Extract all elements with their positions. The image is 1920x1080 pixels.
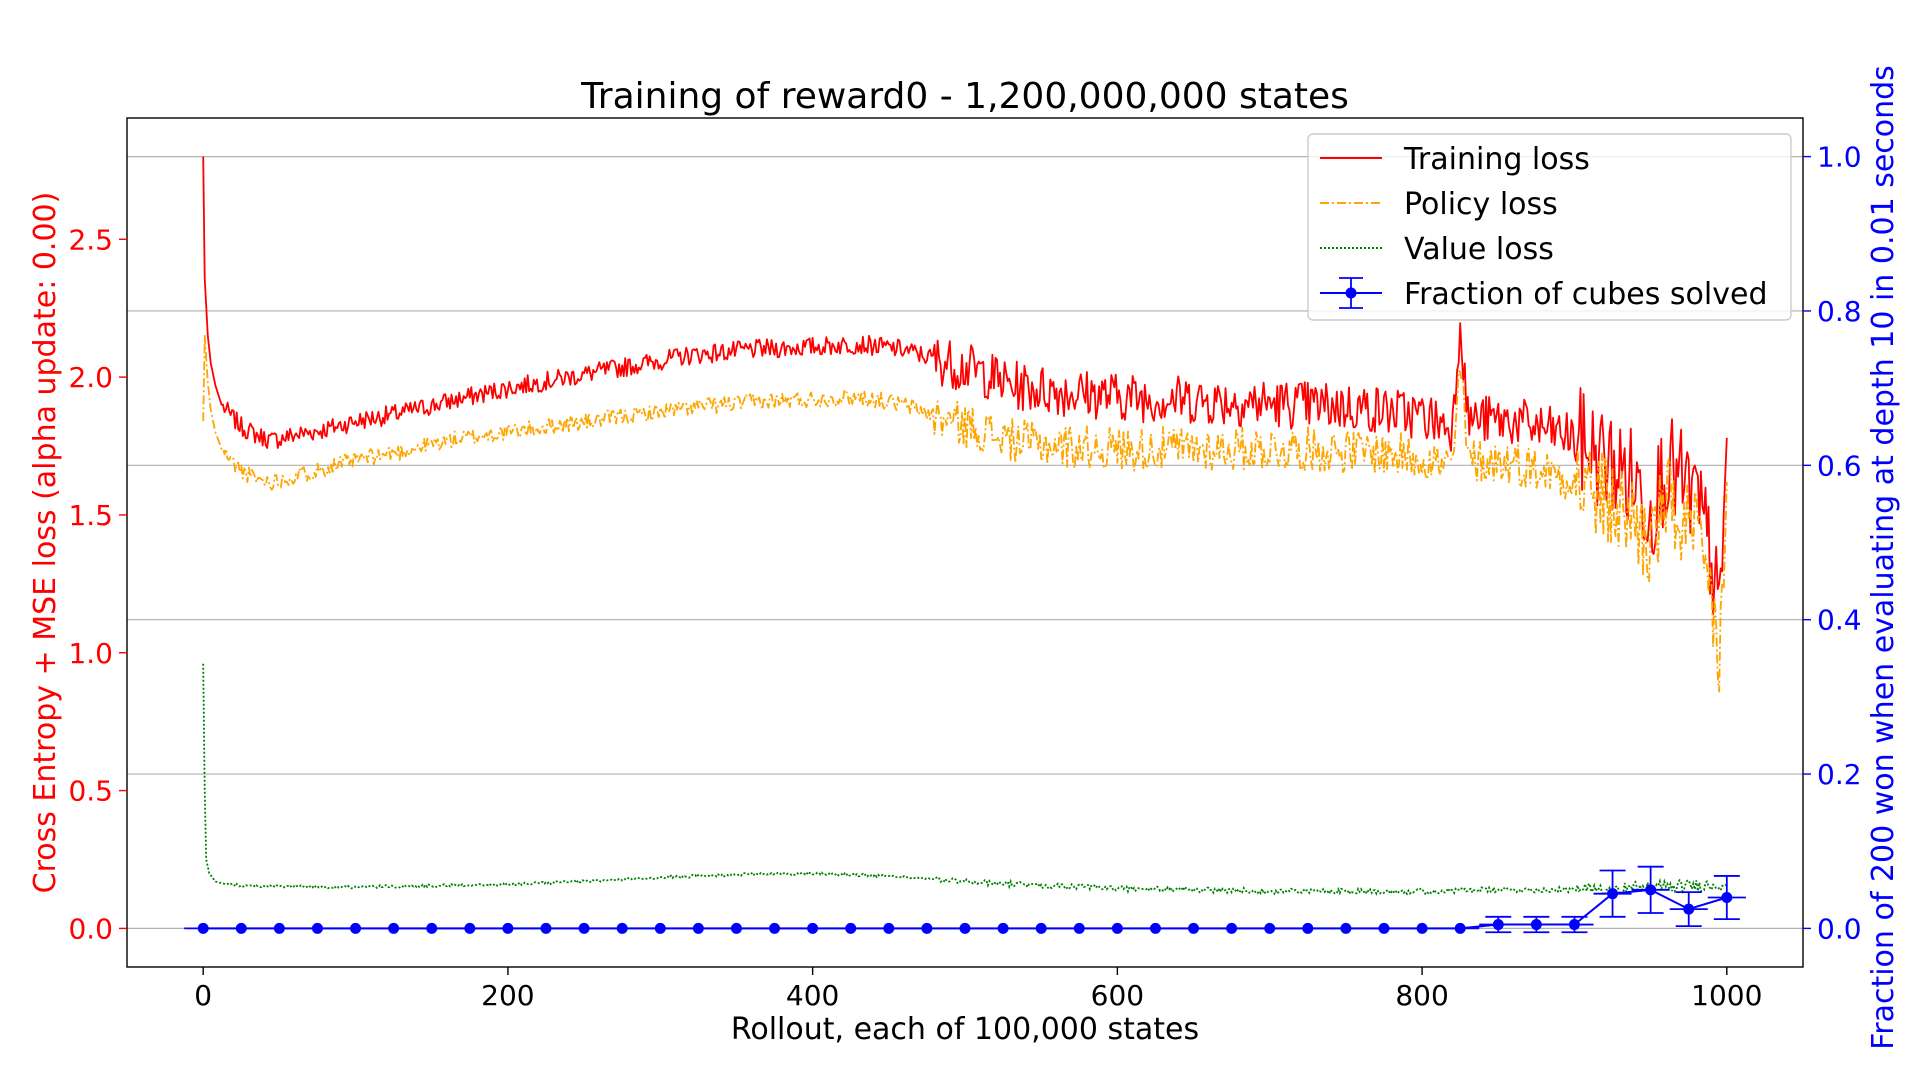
y-tick-label-right: 0.4 <box>1817 604 1862 637</box>
x-tick-label: 800 <box>1395 979 1448 1012</box>
fraction-solved-point <box>426 922 438 934</box>
fraction-solved-point <box>1149 922 1161 934</box>
fraction-solved-point <box>769 922 781 934</box>
y-axis-label-right: Fraction of 200 won when evaluating at d… <box>1866 65 1901 1050</box>
fraction-solved-point <box>921 922 933 934</box>
plot-area-data <box>184 156 1746 934</box>
fraction-solved-point <box>311 922 323 934</box>
fraction-solved-point <box>1683 903 1695 915</box>
fraction-solved-point <box>578 922 590 934</box>
fraction-solved-point <box>807 922 819 934</box>
fraction-solved-point <box>730 922 742 934</box>
y-tick-label-left: 0.0 <box>68 912 113 945</box>
fraction-solved-point <box>235 922 247 934</box>
fraction-solved-point <box>1226 922 1238 934</box>
legend-box <box>1307 133 1792 321</box>
value-loss-line <box>202 663 1728 896</box>
fraction-solved-point <box>1454 922 1466 934</box>
fraction-solved-point <box>1188 922 1200 934</box>
fraction-solved-point <box>997 922 1009 934</box>
fraction-solved-point <box>464 922 476 934</box>
legend-label: Fraction of cubes solved <box>1404 277 1768 312</box>
fraction-solved-point <box>883 922 895 934</box>
y-tick-label-right: 1.0 <box>1817 141 1862 174</box>
x-tick-label: 1000 <box>1691 979 1762 1012</box>
fraction-solved-point <box>1264 922 1276 934</box>
y-tick-label-left: 1.0 <box>68 637 113 670</box>
y-axis-label-left: Cross Entropy + MSE loss (alpha update: … <box>28 192 63 894</box>
fraction-solved-point <box>1568 919 1580 931</box>
fraction-solved-point <box>616 922 628 934</box>
legend-swatch-marker <box>1345 287 1357 299</box>
x-tick-label: 0 <box>194 979 212 1012</box>
fraction-solved-point <box>654 922 666 934</box>
fraction-solved-point <box>350 922 362 934</box>
fraction-solved-point <box>502 922 514 934</box>
fraction-solved-point <box>692 922 704 934</box>
fraction-solved-point <box>1340 922 1352 934</box>
fraction-solved-point <box>273 922 285 934</box>
plot-frame <box>126 117 1804 968</box>
fraction-solved-point <box>1607 888 1619 900</box>
fraction-solved-point <box>388 922 400 934</box>
fraction-solved-point <box>540 922 552 934</box>
legend-label: Value loss <box>1404 232 1554 267</box>
x-tick-label: 400 <box>786 979 839 1012</box>
x-axis-label: Rollout, each of 100,000 states <box>731 1012 1199 1047</box>
legend-label: Training loss <box>1403 142 1590 177</box>
y-tick-label-left: 0.5 <box>68 775 113 808</box>
legend-label: Policy loss <box>1404 187 1558 222</box>
fraction-solved-point <box>1073 922 1085 934</box>
fraction-solved-point <box>197 922 209 934</box>
policy-loss-line <box>202 334 1728 693</box>
y-tick-label-right: 0.2 <box>1817 758 1862 791</box>
legend: Training loss Policy loss Value loss Fracti… <box>1307 133 1792 321</box>
training-loss-line <box>202 156 1728 616</box>
fraction-solved-point <box>1302 922 1314 934</box>
grid-lines <box>127 155 1803 930</box>
fraction-solved-point <box>1721 892 1733 904</box>
fraction-solved-point <box>1035 922 1047 934</box>
y-tick-label-left: 1.5 <box>68 499 113 532</box>
axes: 0 200 400 600 800 1000 0.0 0.5 1.0 1.5 2.0 2.5 0.0 0.… <box>68 141 1861 1012</box>
fraction-solved-point <box>1492 919 1504 931</box>
fraction-solved-point <box>1530 919 1542 931</box>
x-tick-label: 600 <box>1091 979 1144 1012</box>
chart-title: Training of reward0 - 1,200,000,000 stat… <box>580 76 1349 117</box>
y-tick-label-left: 2.0 <box>68 361 113 394</box>
y-tick-label-left: 2.5 <box>68 223 113 256</box>
fraction-solved-point <box>1416 922 1428 934</box>
fraction-solved-point <box>1645 884 1657 896</box>
fraction-solved-point <box>845 922 857 934</box>
y-tick-label-right: 0.0 <box>1817 912 1862 945</box>
y-tick-label-right: 0.8 <box>1817 295 1862 328</box>
x-tick-label: 200 <box>481 979 534 1012</box>
y-tick-label-right: 0.6 <box>1817 449 1862 482</box>
fraction-solved-point <box>1378 922 1390 934</box>
fraction-solved-point <box>959 922 971 934</box>
fraction-solved-point <box>1111 922 1123 934</box>
